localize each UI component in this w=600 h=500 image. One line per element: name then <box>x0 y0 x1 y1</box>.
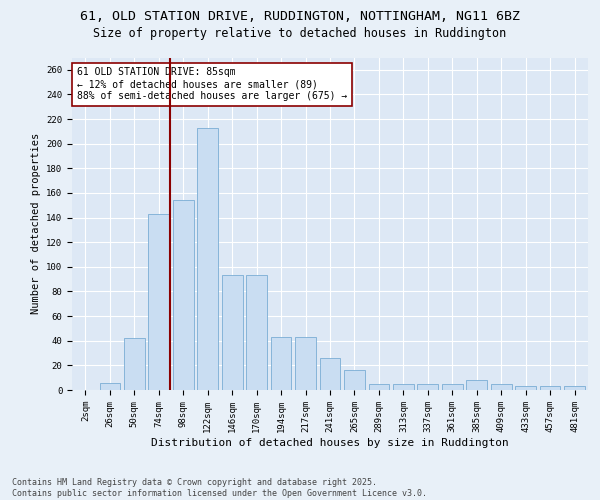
Bar <box>148 214 169 390</box>
Bar <box>222 276 242 390</box>
Bar <box>393 384 414 390</box>
Bar <box>515 386 536 390</box>
Bar <box>491 384 512 390</box>
Bar <box>197 128 218 390</box>
Bar <box>564 386 585 390</box>
Bar <box>271 337 292 390</box>
Text: 61 OLD STATION DRIVE: 85sqm
← 12% of detached houses are smaller (89)
88% of sem: 61 OLD STATION DRIVE: 85sqm ← 12% of det… <box>77 68 347 100</box>
Text: Size of property relative to detached houses in Ruddington: Size of property relative to detached ho… <box>94 28 506 40</box>
Text: 61, OLD STATION DRIVE, RUDDINGTON, NOTTINGHAM, NG11 6BZ: 61, OLD STATION DRIVE, RUDDINGTON, NOTTI… <box>80 10 520 23</box>
Bar <box>466 380 487 390</box>
Y-axis label: Number of detached properties: Number of detached properties <box>31 133 41 314</box>
Bar <box>418 384 438 390</box>
Bar <box>246 276 267 390</box>
X-axis label: Distribution of detached houses by size in Ruddington: Distribution of detached houses by size … <box>151 438 509 448</box>
Bar <box>344 370 365 390</box>
Bar <box>540 386 560 390</box>
Text: Contains HM Land Registry data © Crown copyright and database right 2025.
Contai: Contains HM Land Registry data © Crown c… <box>12 478 427 498</box>
Bar <box>295 337 316 390</box>
Bar <box>124 338 145 390</box>
Bar <box>320 358 340 390</box>
Bar <box>368 384 389 390</box>
Bar <box>173 200 194 390</box>
Bar <box>442 384 463 390</box>
Bar <box>100 382 120 390</box>
